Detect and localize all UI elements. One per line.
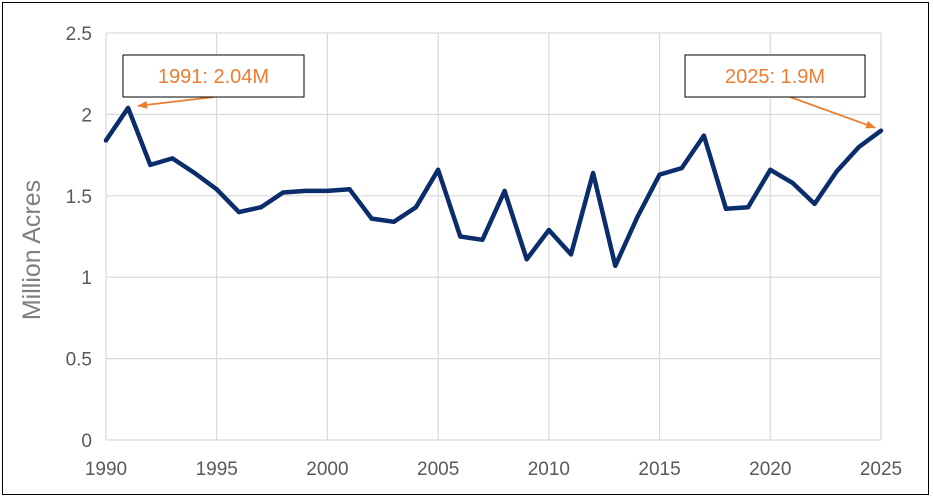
data-point — [259, 205, 263, 210]
gridlines — [105, 32, 882, 441]
data-point — [436, 167, 441, 172]
annotation-box — [684, 54, 866, 98]
x-tick-label: 2015 — [638, 459, 680, 480]
data-point — [834, 169, 839, 174]
annotations: 1991: 2.04M 2025: 1.9M — [122, 54, 876, 129]
data-point — [790, 180, 795, 185]
series-line — [103, 105, 884, 269]
x-tick-label: 2025 — [860, 459, 902, 480]
y-tick-label: 2.5 — [66, 24, 92, 45]
data-point — [724, 206, 728, 211]
y-tick-label: 1 — [81, 268, 92, 289]
data-point — [856, 144, 861, 149]
y-tick-label: 0 — [81, 431, 92, 452]
data-point — [391, 219, 396, 224]
x-tick-label: 1995 — [196, 459, 238, 480]
y-tick-label: 1.5 — [66, 187, 92, 208]
data-point — [281, 190, 286, 195]
data-point — [657, 172, 662, 177]
data-point — [303, 188, 308, 193]
y-axis-label: Million Acres — [18, 180, 46, 320]
y-tick-label: 0.5 — [66, 350, 92, 371]
data-point — [679, 166, 684, 171]
x-tick-label: 2020 — [749, 459, 791, 480]
data-point — [569, 252, 573, 257]
series-group — [103, 105, 884, 269]
data-point — [214, 187, 219, 192]
data-point — [546, 227, 551, 232]
data-point — [746, 205, 751, 210]
data-point — [812, 201, 817, 206]
data-point — [126, 105, 131, 110]
data-point — [192, 171, 197, 176]
data-point — [458, 234, 463, 239]
data-point — [325, 188, 330, 193]
annotation-label: 2025: 1.9M — [725, 66, 825, 88]
data-point — [369, 216, 374, 221]
annotation-arrow — [789, 96, 876, 129]
data-point — [170, 156, 175, 161]
data-point — [613, 263, 618, 268]
annotation-arrow — [137, 96, 215, 109]
y-axis-ticks: 0 0.5 1 1.5 2 2.5 — [66, 24, 92, 452]
x-tick-label: 2005 — [417, 459, 459, 480]
data-point — [414, 205, 418, 210]
data-point — [591, 171, 596, 176]
y-tick-label: 2 — [81, 105, 92, 126]
x-tick-label: 2000 — [306, 459, 348, 480]
data-point — [236, 210, 241, 215]
data-point — [879, 128, 883, 133]
data-point — [524, 257, 529, 262]
data-point — [502, 188, 507, 193]
x-tick-label: 1990 — [85, 459, 127, 480]
x-axis-ticks: 1990 1995 2000 2005 2010 2015 2020 2025 — [85, 459, 902, 480]
data-point — [635, 214, 640, 219]
data-point — [104, 138, 108, 143]
annotation-box — [122, 54, 305, 98]
data-point — [347, 187, 352, 192]
data-point — [768, 167, 773, 172]
x-tick-label: 2010 — [528, 459, 570, 480]
data-point — [701, 133, 706, 138]
data-point — [148, 162, 153, 167]
data-point — [480, 237, 485, 242]
annotation-label: 1991: 2.04M — [158, 66, 269, 88]
